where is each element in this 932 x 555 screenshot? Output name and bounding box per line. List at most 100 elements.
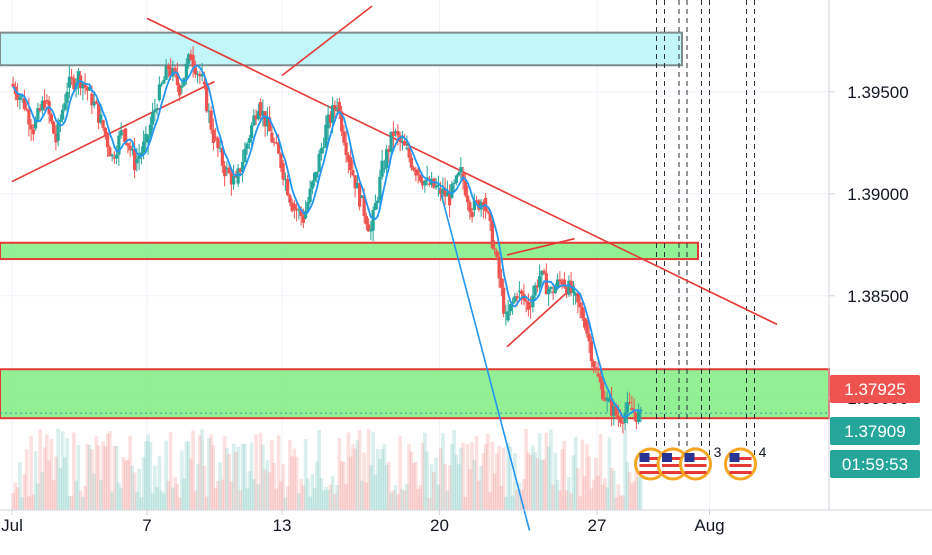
candle-body	[70, 76, 74, 79]
candle-body	[448, 192, 452, 206]
candle-body	[619, 418, 623, 423]
trendline-rising-support	[11, 80, 215, 183]
volume-bar	[594, 457, 598, 510]
volume-bar	[348, 456, 353, 510]
candle-body	[529, 306, 533, 308]
volume-bar	[522, 479, 526, 510]
demand-zone	[0, 368, 830, 420]
candle-body	[457, 172, 461, 176]
volume-bar	[339, 461, 344, 510]
volume-bar	[504, 496, 508, 510]
candle-body	[576, 293, 580, 303]
candle-body	[515, 296, 519, 299]
volume-bar	[297, 493, 301, 510]
volume-bar	[562, 440, 567, 510]
volume-bar	[474, 435, 479, 510]
volume-bar	[186, 441, 191, 510]
volume-bar	[627, 472, 632, 510]
candle-body	[565, 287, 569, 295]
candle-body	[310, 181, 314, 189]
volume-bar	[243, 443, 247, 510]
candle-body	[571, 286, 575, 293]
volume-bar	[479, 466, 483, 510]
candle-body	[551, 291, 555, 294]
volume-bar	[472, 459, 477, 510]
volume-bar	[614, 497, 618, 510]
trendline-blue-diagonal	[438, 187, 531, 531]
candle-body	[61, 109, 65, 120]
volume-bar	[238, 490, 243, 510]
candle-body	[360, 195, 364, 198]
volume-bar	[580, 439, 585, 510]
volume-bar	[227, 453, 231, 510]
candle-body	[270, 132, 274, 143]
candle-body	[211, 129, 215, 143]
volume-bar	[146, 434, 150, 510]
candle-body	[54, 133, 58, 143]
candle-body	[261, 111, 265, 116]
volume-bar	[636, 477, 641, 510]
candle-body	[245, 143, 249, 149]
event-markers[interactable]: 6534	[634, 444, 767, 481]
volume-bar	[252, 478, 256, 510]
x-tick-label: 27	[588, 516, 607, 535]
candle-body	[452, 182, 456, 185]
us-event-marker[interactable]: 4	[724, 444, 767, 481]
volume-bar	[407, 444, 411, 510]
candle-body	[90, 93, 94, 106]
us-event-marker[interactable]: 3	[679, 444, 722, 481]
trendline-channel-bottom	[506, 285, 576, 348]
volume-bar	[567, 476, 571, 510]
candle-body	[439, 189, 443, 195]
volume-bar	[234, 451, 238, 510]
candle-body	[45, 99, 49, 102]
candle-body	[227, 167, 231, 174]
candle-body	[229, 173, 233, 185]
volume-bar	[60, 431, 65, 510]
candle-body	[558, 279, 562, 282]
candle-body	[117, 135, 121, 155]
candle-body	[490, 221, 494, 249]
volume-bar	[621, 495, 625, 510]
candle-body	[268, 117, 272, 132]
candle-body	[205, 84, 209, 112]
volume-bar	[605, 487, 609, 510]
volume-bar	[612, 470, 616, 510]
volume-bar	[218, 462, 222, 510]
supply-zone	[0, 31, 683, 67]
volume-bar	[544, 432, 549, 510]
volume-bar	[177, 497, 182, 510]
candle-body	[40, 100, 44, 111]
candle-body	[304, 210, 308, 219]
candle-body	[18, 96, 22, 100]
volume-bar	[281, 464, 285, 510]
candle-body	[200, 74, 204, 77]
candle-body	[594, 367, 598, 371]
us-event-marker[interactable]: 5	[656, 444, 699, 481]
candle-body	[283, 178, 287, 180]
candle-body	[254, 115, 258, 120]
candle-body	[286, 178, 290, 196]
candle-body	[31, 129, 35, 135]
volume-bar	[254, 434, 258, 510]
candle-body	[625, 402, 629, 413]
volume-bar	[148, 441, 153, 510]
candle-body	[22, 97, 26, 109]
candle-body	[610, 398, 614, 416]
volume-bar	[195, 464, 200, 510]
volume-bar	[355, 439, 360, 510]
candle-body	[544, 273, 548, 295]
volume-bar	[292, 448, 297, 510]
candle-body	[342, 131, 346, 143]
volume-bar	[337, 438, 342, 510]
candle-countdown: 01:59:53	[842, 455, 908, 474]
candle-body	[450, 184, 454, 198]
candle-body	[616, 415, 620, 420]
candle-body	[103, 127, 107, 136]
volume-bar	[497, 445, 501, 510]
candle-body	[319, 148, 323, 154]
volume-bar	[591, 479, 596, 510]
candle-body	[306, 202, 310, 211]
volume-bar	[436, 484, 441, 510]
